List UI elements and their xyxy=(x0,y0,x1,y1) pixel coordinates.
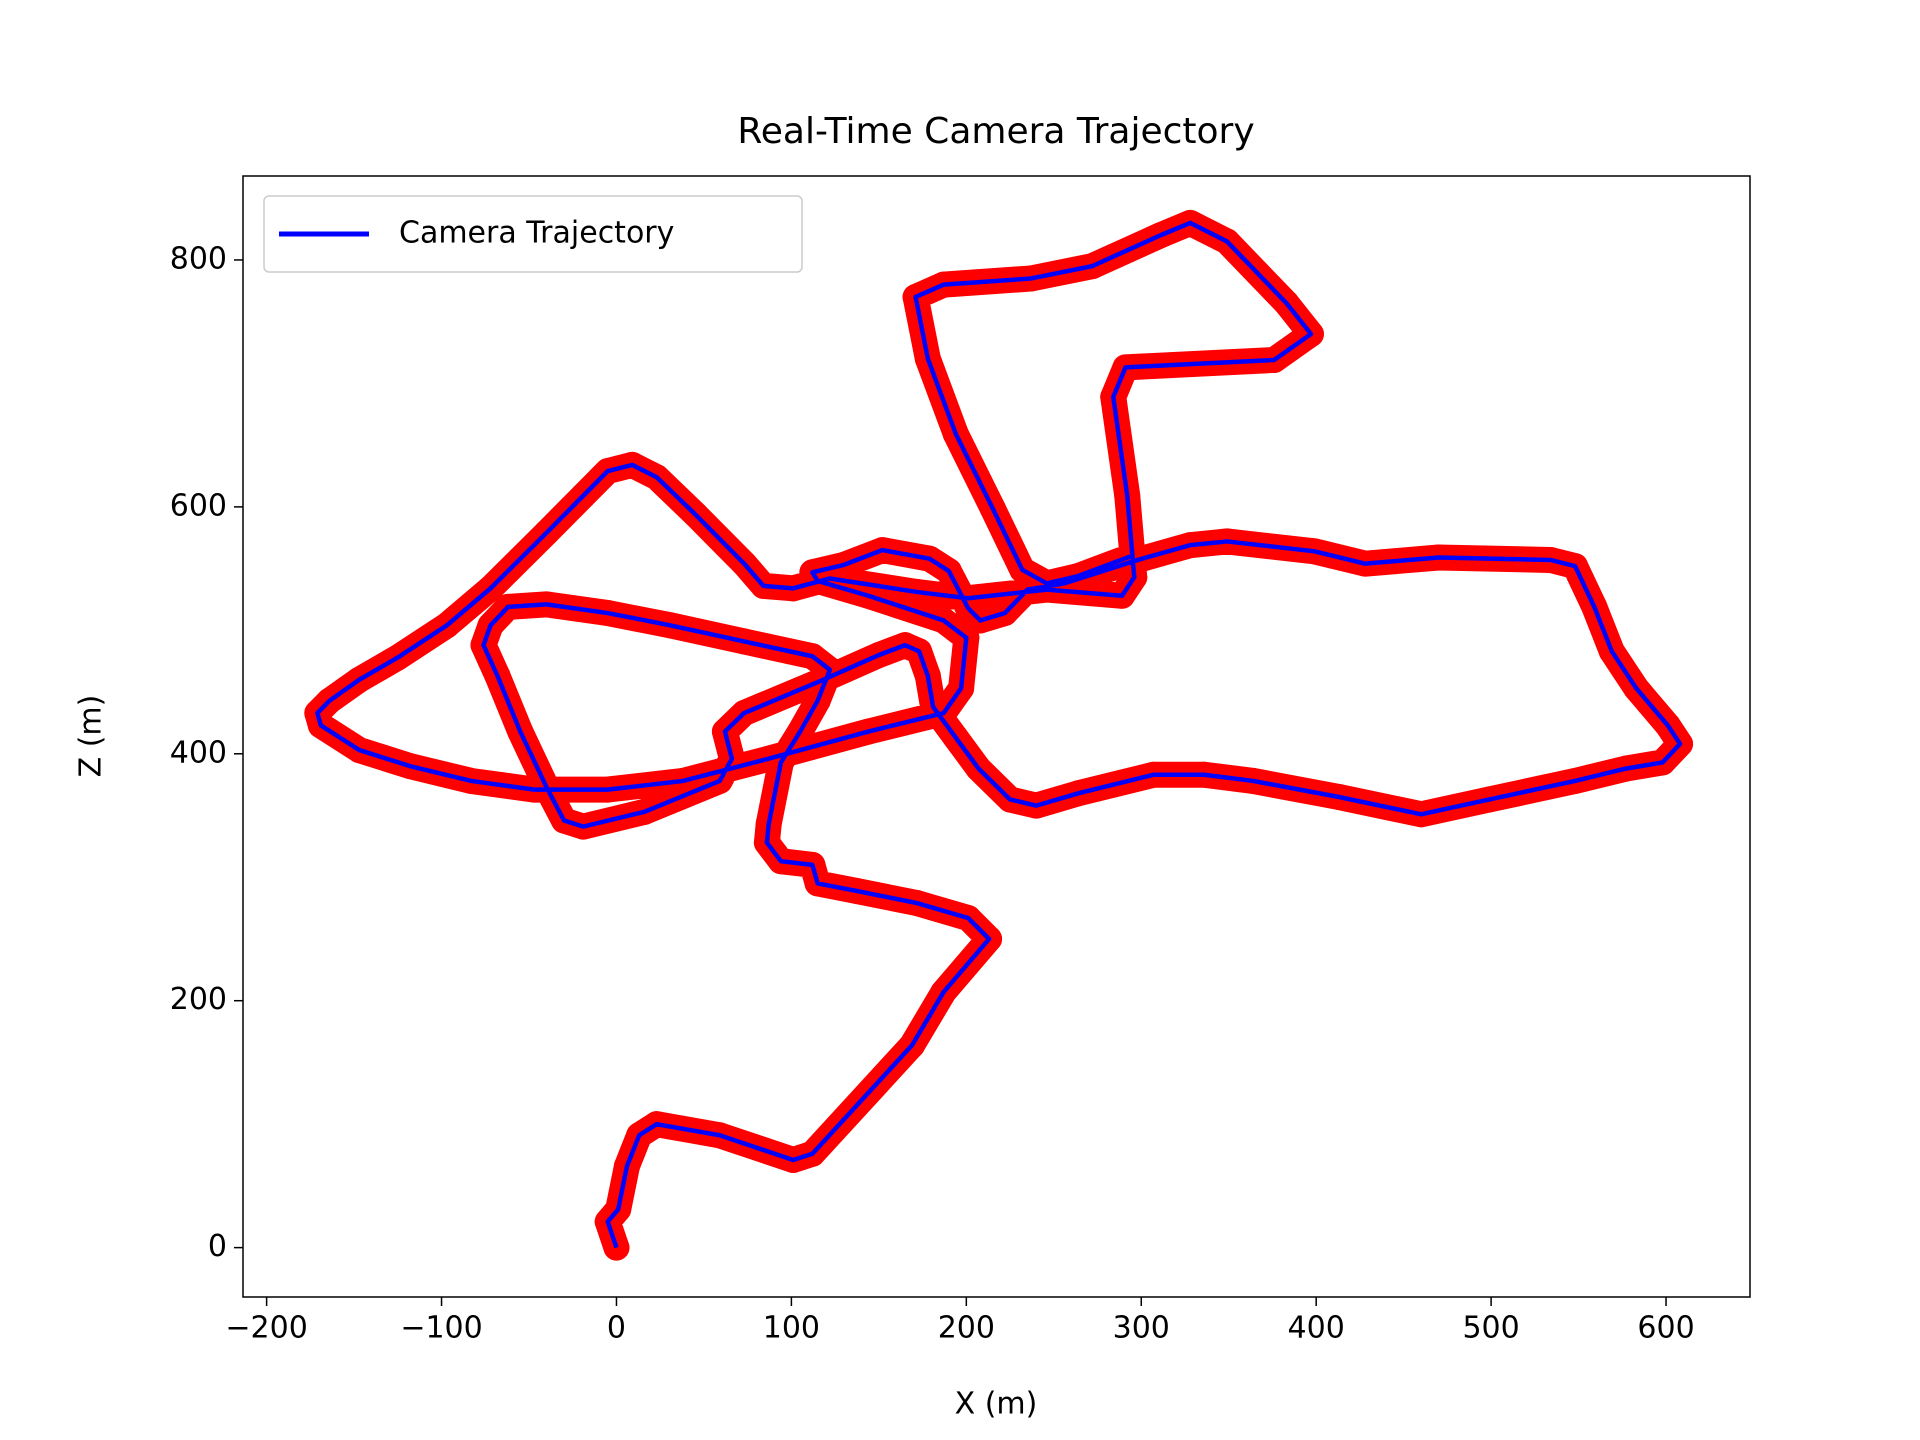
x-tick-label: 300 xyxy=(1113,1311,1170,1346)
y-tick-label: 600 xyxy=(170,488,227,523)
x-tick-label: 200 xyxy=(938,1311,995,1346)
x-axis-label: X (m) xyxy=(955,1387,1038,1422)
chart-title: Real-Time Camera Trajectory xyxy=(737,111,1254,152)
trajectory-line xyxy=(315,220,1683,1249)
y-tick-label: 200 xyxy=(170,982,227,1017)
y-tick-label: 400 xyxy=(170,735,227,770)
y-tick-label: 800 xyxy=(170,241,227,276)
x-tick-label: 600 xyxy=(1637,1311,1694,1346)
y-axis-label: Z (m) xyxy=(74,695,109,778)
x-tick-label: −100 xyxy=(400,1311,482,1346)
x-tick-label: 0 xyxy=(607,1311,626,1346)
x-tick-label: 500 xyxy=(1462,1311,1519,1346)
x-tick-label: −200 xyxy=(225,1311,307,1346)
legend-box xyxy=(263,195,803,273)
y-tick-label: 0 xyxy=(208,1229,227,1264)
x-tick-label: 100 xyxy=(763,1311,820,1346)
legend-label: Camera Trajectory xyxy=(399,216,674,251)
plot-frame xyxy=(242,175,1751,1298)
x-tick-label: 400 xyxy=(1288,1311,1345,1346)
